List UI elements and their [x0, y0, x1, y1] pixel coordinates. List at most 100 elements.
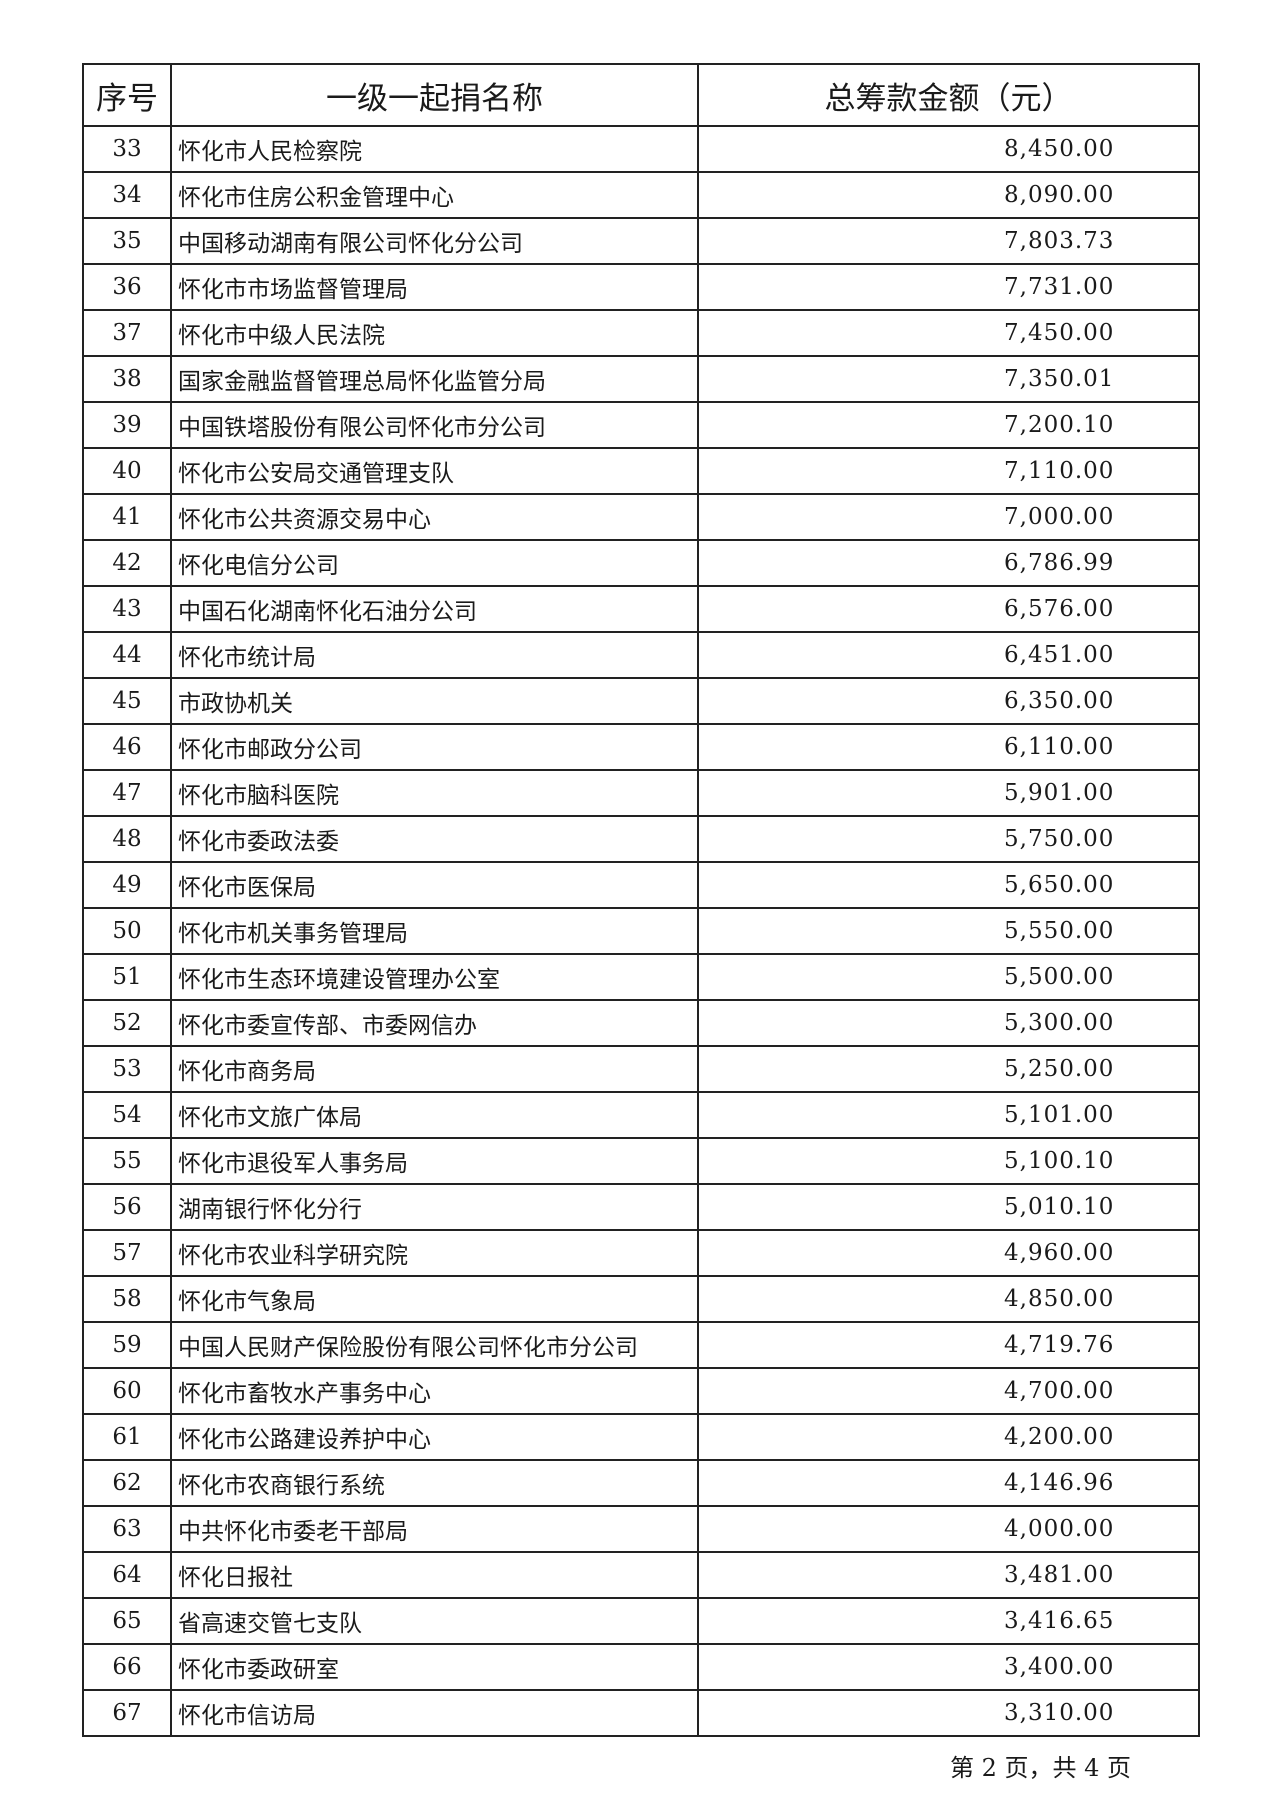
cell-amount: 5,901.00 — [697, 769, 1200, 817]
cell-index: 38 — [82, 355, 172, 403]
cell-name: 市政协机关 — [170, 677, 699, 725]
cell-amount: 5,500.00 — [697, 953, 1200, 1001]
cell-index: 43 — [82, 585, 172, 633]
cell-amount: 4,850.00 — [697, 1275, 1200, 1323]
cell-amount: 5,100.10 — [697, 1137, 1200, 1185]
cell-index: 49 — [82, 861, 172, 909]
cell-name: 怀化市公安局交通管理支队 — [170, 447, 699, 495]
table-row: 54 怀化市文旅广体局 5,101.00 — [82, 1091, 1200, 1139]
cell-name: 怀化市公共资源交易中心 — [170, 493, 699, 541]
cell-amount: 3,481.00 — [697, 1551, 1200, 1599]
cell-name: 怀化市文旅广体局 — [170, 1091, 699, 1139]
cell-index: 35 — [82, 217, 172, 265]
cell-index: 46 — [82, 723, 172, 771]
table-row: 52 怀化市委宣传部、市委网信办 5,300.00 — [82, 999, 1200, 1047]
cell-amount: 5,250.00 — [697, 1045, 1200, 1093]
header-amount: 总筹款金额（元） — [697, 63, 1200, 127]
cell-name: 中国石化湖南怀化石油分公司 — [170, 585, 699, 633]
cell-name: 怀化日报社 — [170, 1551, 699, 1599]
cell-amount: 5,300.00 — [697, 999, 1200, 1047]
cell-name: 怀化市脑科医院 — [170, 769, 699, 817]
cell-index: 53 — [82, 1045, 172, 1093]
table-row: 42 怀化电信分公司 6,786.99 — [82, 539, 1200, 587]
cell-index: 39 — [82, 401, 172, 449]
table-row: 64 怀化日报社 3,481.00 — [82, 1551, 1200, 1599]
cell-name: 怀化市畜牧水产事务中心 — [170, 1367, 699, 1415]
table-row: 57 怀化市农业科学研究院 4,960.00 — [82, 1229, 1200, 1277]
cell-amount: 3,416.65 — [697, 1597, 1200, 1645]
cell-name: 怀化市机关事务管理局 — [170, 907, 699, 955]
table-row: 45 市政协机关 6,350.00 — [82, 677, 1200, 725]
cell-name: 湖南银行怀化分行 — [170, 1183, 699, 1231]
table-row: 53 怀化市商务局 5,250.00 — [82, 1045, 1200, 1093]
cell-name: 怀化市信访局 — [170, 1689, 699, 1737]
cell-name: 怀化市统计局 — [170, 631, 699, 679]
table-row: 61 怀化市公路建设养护中心 4,200.00 — [82, 1413, 1200, 1461]
cell-amount: 5,750.00 — [697, 815, 1200, 863]
cell-name: 怀化市公路建设养护中心 — [170, 1413, 699, 1461]
table-row: 39 中国铁塔股份有限公司怀化市分公司 7,200.10 — [82, 401, 1200, 449]
cell-name: 怀化市人民检察院 — [170, 125, 699, 173]
cell-index: 54 — [82, 1091, 172, 1139]
table-row: 58 怀化市气象局 4,850.00 — [82, 1275, 1200, 1323]
cell-index: 42 — [82, 539, 172, 587]
cell-amount: 4,960.00 — [697, 1229, 1200, 1277]
cell-name: 怀化市委政法委 — [170, 815, 699, 863]
cell-amount: 5,650.00 — [697, 861, 1200, 909]
cell-name: 中国铁塔股份有限公司怀化市分公司 — [170, 401, 699, 449]
table-row: 55 怀化市退役军人事务局 5,100.10 — [82, 1137, 1200, 1185]
table-row: 66 怀化市委政研室 3,400.00 — [82, 1643, 1200, 1691]
table-row: 44 怀化市统计局 6,451.00 — [82, 631, 1200, 679]
cell-index: 60 — [82, 1367, 172, 1415]
cell-amount: 4,719.76 — [697, 1321, 1200, 1369]
cell-amount: 7,731.00 — [697, 263, 1200, 311]
cell-index: 44 — [82, 631, 172, 679]
cell-index: 64 — [82, 1551, 172, 1599]
cell-index: 67 — [82, 1689, 172, 1737]
cell-name: 怀化市医保局 — [170, 861, 699, 909]
table-row: 51 怀化市生态环境建设管理办公室 5,500.00 — [82, 953, 1200, 1001]
cell-index: 52 — [82, 999, 172, 1047]
cell-index: 63 — [82, 1505, 172, 1553]
cell-index: 34 — [82, 171, 172, 219]
cell-index: 61 — [82, 1413, 172, 1461]
cell-amount: 8,450.00 — [697, 125, 1200, 173]
table-row: 35 中国移动湖南有限公司怀化分公司 7,803.73 — [82, 217, 1200, 265]
cell-amount: 7,110.00 — [697, 447, 1200, 495]
cell-index: 65 — [82, 1597, 172, 1645]
cell-name: 怀化市委政研室 — [170, 1643, 699, 1691]
cell-index: 40 — [82, 447, 172, 495]
cell-name: 中国移动湖南有限公司怀化分公司 — [170, 217, 699, 265]
table-row: 43 中国石化湖南怀化石油分公司 6,576.00 — [82, 585, 1200, 633]
cell-amount: 7,350.01 — [697, 355, 1200, 403]
cell-name: 中国人民财产保险股份有限公司怀化市分公司 — [170, 1321, 699, 1369]
cell-name: 怀化市委宣传部、市委网信办 — [170, 999, 699, 1047]
table-body: 33 怀化市人民检察院 8,450.00 34 怀化市住房公积金管理中心 8,090.00… — [82, 125, 1200, 1737]
table-row: 48 怀化市委政法委 5,750.00 — [82, 815, 1200, 863]
table-row: 65 省高速交管七支队 3,416.65 — [82, 1597, 1200, 1645]
table-row: 49 怀化市医保局 5,650.00 — [82, 861, 1200, 909]
cell-amount: 3,400.00 — [697, 1643, 1200, 1691]
cell-amount: 6,110.00 — [697, 723, 1200, 771]
cell-name: 怀化市商务局 — [170, 1045, 699, 1093]
cell-name: 怀化市住房公积金管理中心 — [170, 171, 699, 219]
cell-name: 怀化市生态环境建设管理办公室 — [170, 953, 699, 1001]
header-name: 一级一起捐名称 — [170, 63, 699, 127]
cell-name: 怀化市邮政分公司 — [170, 723, 699, 771]
table-row: 36 怀化市市场监督管理局 7,731.00 — [82, 263, 1200, 311]
cell-index: 56 — [82, 1183, 172, 1231]
cell-name: 国家金融监督管理总局怀化监管分局 — [170, 355, 699, 403]
cell-index: 66 — [82, 1643, 172, 1691]
cell-index: 59 — [82, 1321, 172, 1369]
cell-amount: 7,450.00 — [697, 309, 1200, 357]
table-row: 37 怀化市中级人民法院 7,450.00 — [82, 309, 1200, 357]
cell-index: 41 — [82, 493, 172, 541]
cell-amount: 8,090.00 — [697, 171, 1200, 219]
cell-index: 51 — [82, 953, 172, 1001]
cell-amount: 4,700.00 — [697, 1367, 1200, 1415]
cell-amount: 6,576.00 — [697, 585, 1200, 633]
cell-name: 怀化市中级人民法院 — [170, 309, 699, 357]
table-header-row: 序号 一级一起捐名称 总筹款金额（元） — [82, 63, 1200, 127]
cell-name: 怀化电信分公司 — [170, 539, 699, 587]
cell-index: 45 — [82, 677, 172, 725]
